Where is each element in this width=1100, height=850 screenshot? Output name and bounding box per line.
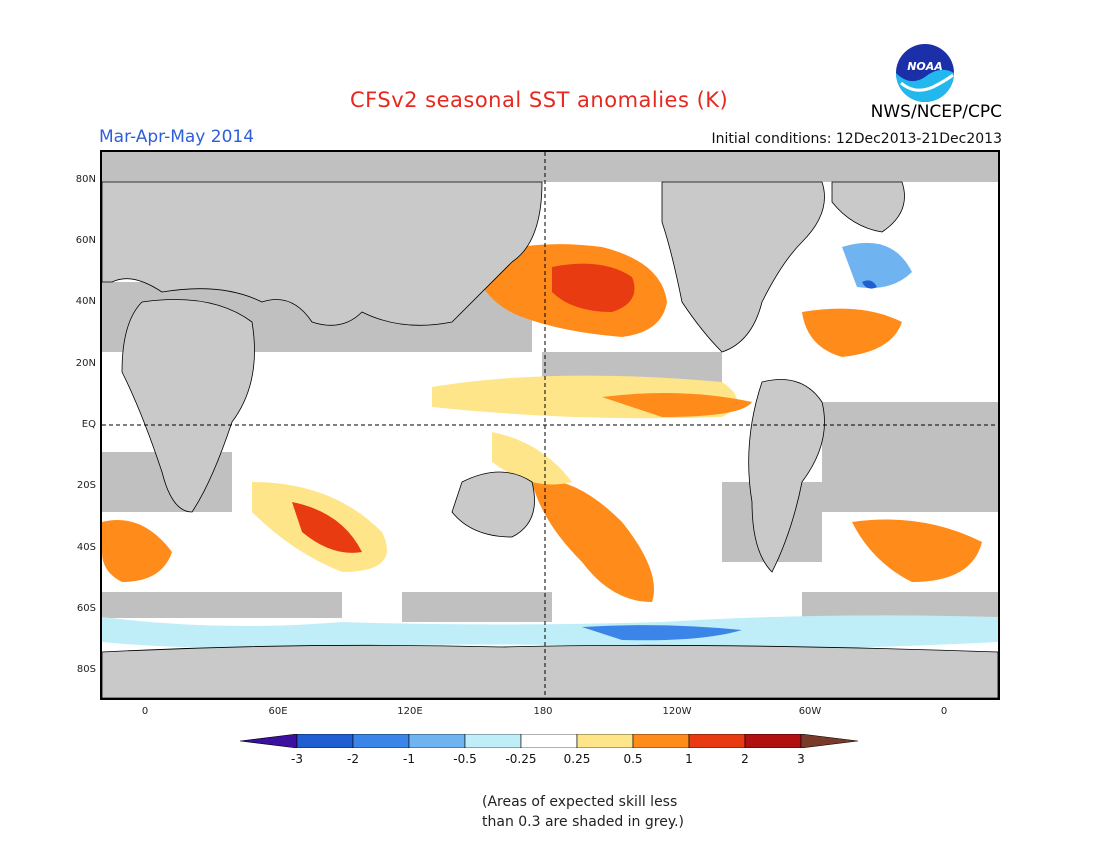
sst-anomaly-map xyxy=(100,150,1000,700)
continent-europe-asia xyxy=(102,181,543,326)
lat-label-40n: 40N xyxy=(75,296,96,307)
colorbar-label: 1 xyxy=(685,752,693,766)
south-atlantic-warm-anomaly xyxy=(102,520,172,582)
lon-label-120e: 120E xyxy=(397,706,423,717)
colorbar xyxy=(240,734,859,748)
lon-label-180: 180 xyxy=(533,706,553,717)
lon-label-60w: 60W xyxy=(798,706,822,717)
south-pacific-warm-band xyxy=(532,480,654,602)
colorbar-label: 0.5 xyxy=(623,752,643,766)
skill-note-line2: than 0.3 are shaded in grey.) xyxy=(482,814,685,830)
season-label: Mar-Apr-May 2014 xyxy=(99,127,255,147)
colorbar-segment xyxy=(296,734,354,748)
logo-text: NOAA xyxy=(907,60,943,73)
colorbar-label: -1 xyxy=(403,752,415,766)
colorbar-label: 0.25 xyxy=(563,752,591,766)
south-indian-strong-anomaly xyxy=(292,502,362,553)
continent-north-america xyxy=(661,181,825,353)
colorbar-segment xyxy=(744,734,802,748)
continent-australia xyxy=(451,471,535,538)
lon-label-60e: 60E xyxy=(268,706,288,717)
colorbar-label: -0.5 xyxy=(453,752,477,766)
land-masses xyxy=(102,181,998,698)
organization-label: NWS/NCEP/CPC xyxy=(870,102,1002,122)
skill-note: (Areas of expected skill less than 0.3 a… xyxy=(482,792,684,832)
skill-note-line1: (Areas of expected skill less xyxy=(482,794,678,810)
south-pacific-outer-band xyxy=(492,432,572,485)
map-title: CFSv2 seasonal SST anomalies (K) xyxy=(350,88,729,112)
reference-lines xyxy=(102,152,998,698)
lon-label-120w: 120W xyxy=(662,706,692,717)
lat-label-eq: EQ xyxy=(81,419,96,430)
north-pacific-strong-anomaly xyxy=(552,263,635,312)
north-atlantic-warm-anomaly xyxy=(802,308,902,357)
lat-label-40s: 40S xyxy=(76,542,96,553)
colorbar-label: 2 xyxy=(741,752,749,766)
southern-ocean-cool-band xyxy=(102,615,998,649)
southern-ocean-blue-patch xyxy=(582,625,742,641)
lat-label-60n: 60N xyxy=(75,235,96,246)
noaa-logo: NOAA xyxy=(896,44,954,102)
colorbar-segment xyxy=(464,734,522,748)
lat-label-80s: 80S xyxy=(76,664,96,675)
colorbar-label: -0.25 xyxy=(505,752,537,766)
colorbar-segment xyxy=(800,734,859,748)
colorbar-segment xyxy=(352,734,410,748)
colorbar-label: 3 xyxy=(797,752,805,766)
continent-antarctica xyxy=(102,644,998,698)
lon-label-0: 0 xyxy=(141,706,149,717)
lat-label-20n: 20N xyxy=(75,358,96,369)
colorbar-label: -2 xyxy=(347,752,359,766)
colorbar-segment xyxy=(576,734,634,748)
continent-greenland xyxy=(831,181,905,233)
colorbar-segment xyxy=(632,734,690,748)
colorbar-segment xyxy=(520,734,578,748)
colorbar-label: -3 xyxy=(291,752,303,766)
anomaly-patches xyxy=(102,188,998,649)
continent-south-america xyxy=(748,379,825,573)
lat-label-80n: 80N xyxy=(75,174,96,185)
colorbar-segment xyxy=(240,734,298,748)
continent-africa xyxy=(121,299,255,513)
lat-label-20s: 20S xyxy=(76,480,96,491)
map-canvas xyxy=(102,152,998,698)
lon-label-0-right: 0 xyxy=(940,706,948,717)
lat-label-60s: 60S xyxy=(76,603,96,614)
southeast-atlantic-warm-anomaly xyxy=(852,519,982,582)
north-atlantic-strong-cool xyxy=(862,280,877,289)
initial-conditions-label: Initial conditions: 12Dec2013-21Dec2013 xyxy=(711,131,1003,147)
colorbar-segment xyxy=(408,734,466,748)
central-pacific-warm xyxy=(602,393,752,417)
colorbar-segment xyxy=(688,734,746,748)
north-atlantic-cool-anomaly xyxy=(842,242,912,288)
